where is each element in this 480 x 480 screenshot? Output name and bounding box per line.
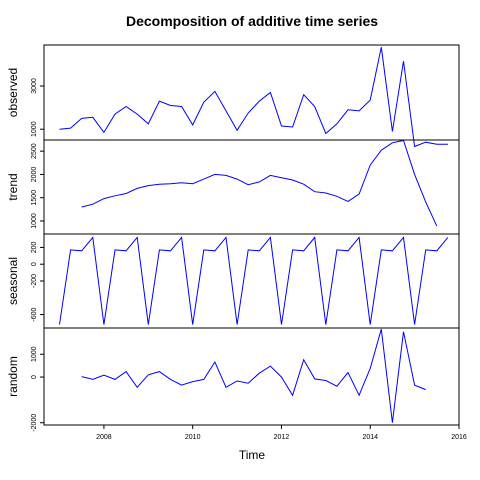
panel-random: random -2000 0 1000	[6, 327, 460, 432]
x-tick-label: 2012	[274, 434, 290, 441]
y-tick-label-random: 0	[31, 375, 38, 379]
y-tick-label-trend: 2500	[31, 143, 38, 159]
panel-label-trend: trend	[6, 173, 20, 200]
series-line-trend	[81, 139, 438, 227]
panel-label-random: random	[6, 356, 20, 397]
panel-observed: observed 1000 3000	[6, 44, 460, 148]
y-tick-label-observed: 1000	[31, 121, 38, 137]
panel-label-observed: observed	[6, 68, 20, 117]
panel-seasonal: seasonal -600 -200 0 200	[6, 233, 460, 329]
series-line-observed	[59, 47, 448, 148]
y-tick-label-trend: 1500	[31, 190, 38, 206]
y-tick-label-seasonal: -600	[31, 307, 38, 321]
panel-trend: trend 1000 1500 2000 2500	[6, 139, 460, 235]
series-line-seasonal	[59, 236, 449, 325]
x-axis: 2008 2010 2012 2014 2016	[96, 425, 467, 441]
chart-title: Decomposition of additive time series	[126, 13, 378, 29]
x-tick-label: 2010	[185, 434, 201, 441]
y-tick-label-random: 1000	[31, 346, 38, 362]
y-tick-label-random: -2000	[31, 414, 38, 432]
panels: observed10003000trend1000150020002500sea…	[6, 44, 460, 432]
series-line-random	[81, 328, 426, 423]
y-tick-label-trend: 1000	[31, 213, 38, 229]
panel-frame-observed	[43, 44, 460, 141]
x-tick-label: 2008	[96, 434, 112, 441]
y-tick-label-seasonal: 0	[31, 262, 38, 266]
panel-frame-trend	[43, 139, 460, 235]
panel-label-seasonal: seasonal	[6, 257, 20, 305]
x-axis-label: Time	[239, 448, 266, 462]
y-tick-label-trend: 2000	[31, 167, 38, 183]
y-tick-label-seasonal: 200	[31, 241, 38, 253]
x-tick-label: 2014	[362, 434, 378, 441]
x-tick-label: 2016	[451, 434, 467, 441]
y-tick-label-observed: 3000	[31, 78, 38, 94]
y-tick-label-seasonal: -200	[31, 274, 38, 288]
panel-frame-random	[43, 327, 460, 426]
panel-frame-seasonal	[43, 233, 460, 329]
